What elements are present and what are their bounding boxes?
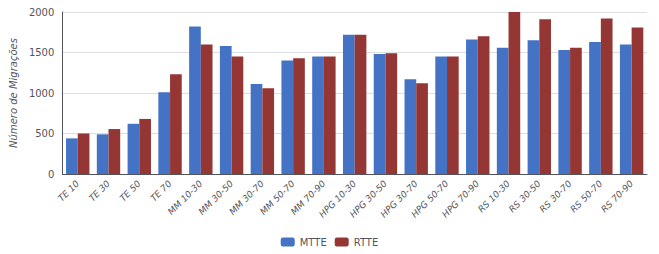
svg-text:RS 10-30: RS 10-30 (476, 178, 512, 214)
svg-text:HPG 30-70: HPG 30-70 (378, 178, 420, 220)
svg-text:MM 10-30: MM 10-30 (165, 178, 205, 217)
svg-text:MM 70-90: MM 70-90 (288, 178, 328, 217)
svg-text:TE 10: TE 10 (56, 178, 81, 203)
svg-text:1500: 1500 (29, 47, 54, 58)
svg-text:MM 30-70: MM 30-70 (227, 178, 266, 217)
svg-text:RS 50-70: RS 50-70 (568, 178, 604, 214)
svg-text:1000: 1000 (29, 88, 54, 99)
svg-text:RTTE: RTTE (354, 237, 379, 248)
svg-text:Número de Migrações: Número de Migrações (8, 38, 19, 148)
svg-text:HPG 30-50: HPG 30-50 (347, 178, 389, 220)
svg-text:TE 50: TE 50 (118, 178, 143, 203)
svg-text:0: 0 (48, 169, 54, 180)
svg-text:HPG 10-30: HPG 10-30 (317, 178, 359, 220)
svg-text:RS 30-70: RS 30-70 (538, 178, 574, 214)
svg-text:MTTE: MTTE (300, 237, 327, 248)
svg-text:500: 500 (35, 128, 54, 139)
svg-text:MM 30-50: MM 30-50 (196, 178, 236, 217)
svg-text:HPG 50-70: HPG 50-70 (409, 178, 451, 220)
svg-text:MM 50-70: MM 50-70 (258, 178, 297, 217)
svg-text:TE 30: TE 30 (87, 178, 112, 203)
svg-text:TE 70: TE 70 (149, 178, 174, 203)
svg-text:HPG 70-90: HPG 70-90 (440, 178, 481, 219)
svg-text:RS 70-90: RS 70-90 (599, 178, 635, 214)
svg-text:RS 30-50: RS 30-50 (507, 178, 543, 214)
svg-text:2000: 2000 (29, 7, 54, 18)
